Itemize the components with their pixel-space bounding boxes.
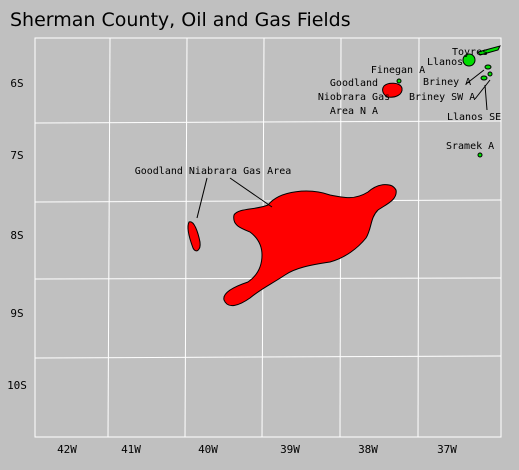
township-label: 9S (10, 307, 23, 320)
field-label: Goodland Niabrara Gas Area (135, 166, 292, 177)
field-label: Llanos SE (447, 112, 501, 123)
title: Sherman County, Oil and Gas Fields (10, 9, 351, 31)
grid (34, 37, 502, 438)
field-label: Toyres (452, 47, 488, 58)
township-labels: 6S 7S 8S 9S 10S (7, 77, 27, 392)
range-label: 40W (198, 443, 218, 456)
field-label: Briney SW A (409, 92, 475, 103)
gas-fields (187, 82, 403, 307)
township-label: 6S (10, 77, 23, 90)
township-label: 8S (10, 229, 23, 242)
field-labels: Goodland Niabrara Gas Area Goodland Niob… (135, 47, 501, 177)
range-label: 39W (280, 443, 300, 456)
range-labels: 42W 41W 40W 39W 38W 37W (57, 443, 457, 456)
township-label: 10S (7, 379, 27, 392)
leaders (196, 69, 491, 219)
field-label: Llanos (427, 57, 463, 68)
oil-fields (396, 45, 501, 158)
range-label: 37W (437, 443, 457, 456)
field-label: Sramek A (446, 141, 494, 152)
range-label: 42W (57, 443, 77, 456)
range-label: 38W (358, 443, 378, 456)
field-label: Briney A (423, 77, 471, 88)
field-label: Finegan A (371, 65, 425, 76)
field-label: Area N A (330, 106, 378, 117)
range-label: 41W (121, 443, 141, 456)
field-label: Niobrara Gas (318, 92, 390, 103)
field-label: Goodland (330, 78, 378, 89)
township-label: 7S (10, 149, 23, 162)
